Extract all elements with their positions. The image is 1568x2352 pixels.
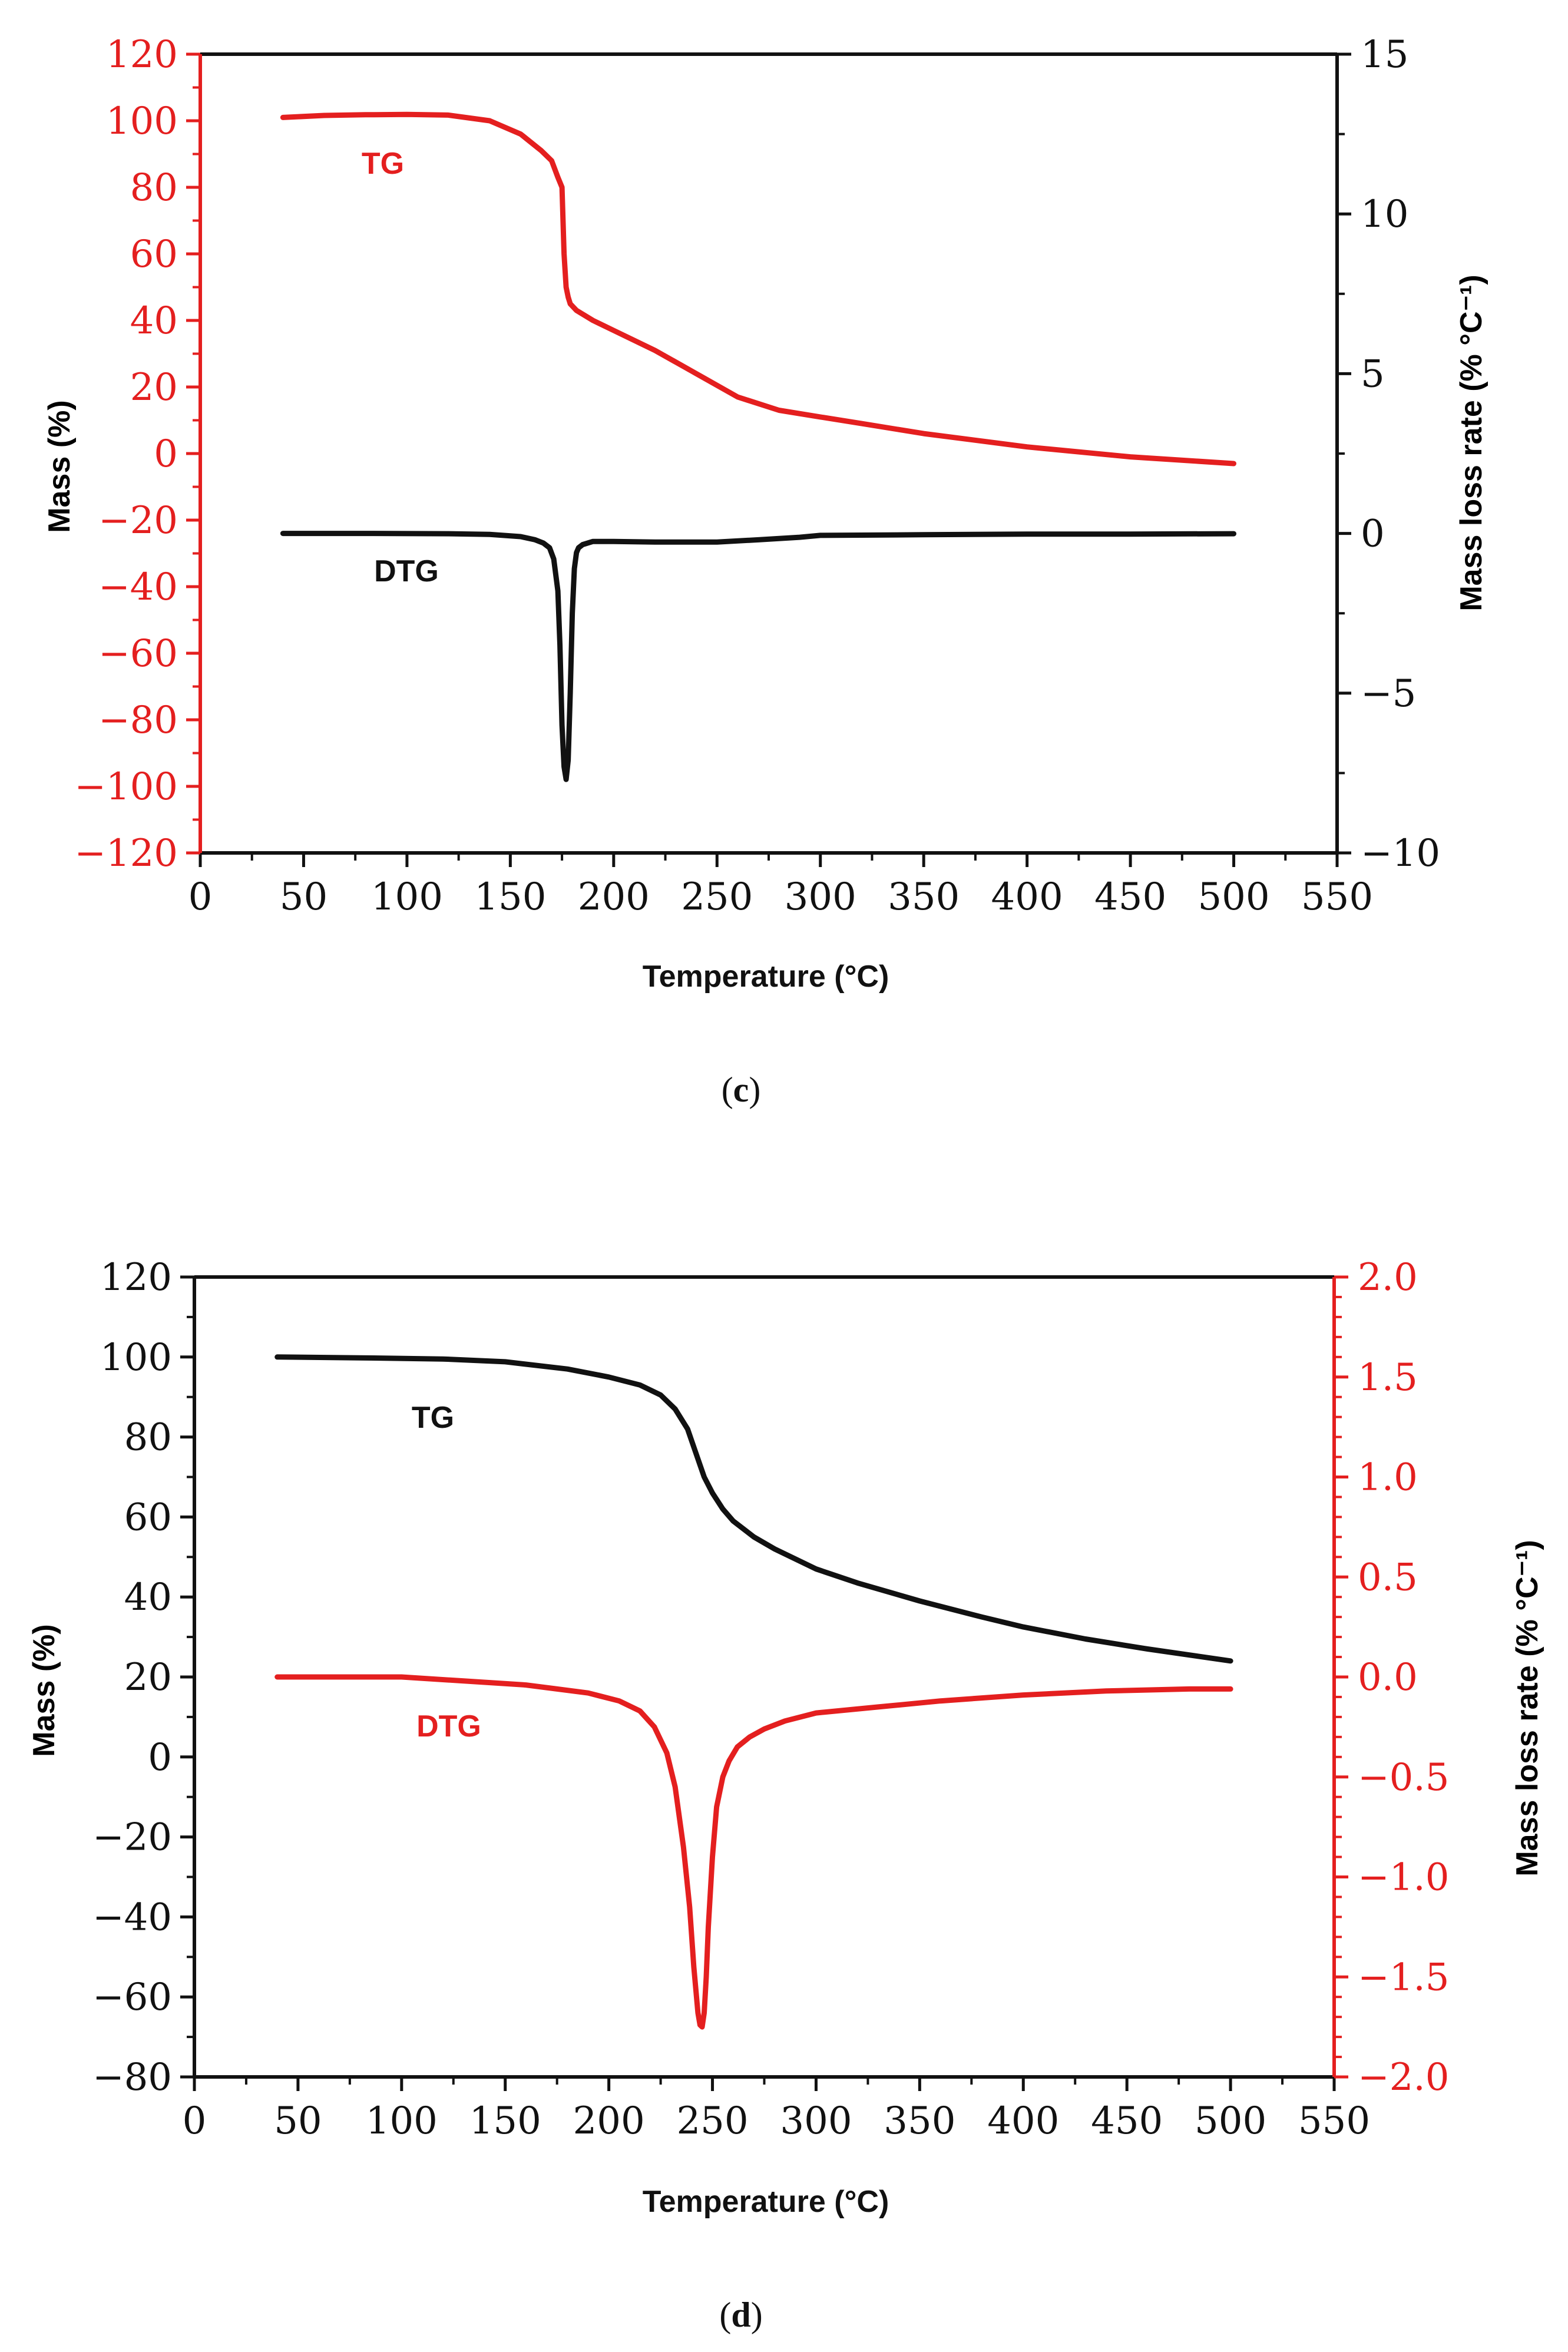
- chart-d-series-dtg-line: [274, 1674, 1233, 2030]
- chart-c-xtick-label: 300: [785, 875, 856, 919]
- chart-d-ytick-left-label: 20: [124, 1656, 172, 1699]
- chart-d-xlabel: Temperature (°C): [643, 2185, 889, 2219]
- chart-d-xtick-label: 500: [1195, 2099, 1266, 2143]
- chart-d-ytick-left-label: 0: [148, 1736, 172, 1779]
- chart-c-ytick-left-label: −40: [98, 565, 178, 609]
- chart-c-ytick-left-label: 0: [154, 432, 178, 476]
- chart-d-xtick-label: 200: [573, 2099, 645, 2143]
- chart-d-ytick-right-label: −1.0: [1358, 1856, 1449, 1900]
- chart-c-xlabel: Temperature (°C): [643, 960, 889, 994]
- chart-c-ytick-left-label: −120: [74, 832, 178, 875]
- chart-d-xtick-label: 50: [274, 2099, 322, 2143]
- chart-d-xtick-label: 450: [1091, 2099, 1163, 2143]
- chart-c-caption-letter: c: [733, 1070, 749, 1109]
- chart-d-ytick-left-label: −60: [92, 1976, 172, 2019]
- chart-c-ytick-left-label: −80: [98, 699, 178, 742]
- chart-c-ytick-left-label: 80: [130, 166, 178, 210]
- chart-c-ytick-right-label: 10: [1361, 193, 1408, 236]
- chart-c-ytick-right-label: 15: [1361, 33, 1408, 77]
- chart-c: 0 50 100 150 200 250 300 350 400 450 500 550−120−10…: [42, 33, 1488, 1109]
- chart-d-xtick-label: 0: [183, 2099, 207, 2143]
- chart-d-xtick-label: 300: [780, 2099, 852, 2143]
- chart-d-series-label-tg: TG: [412, 1401, 454, 1435]
- chart-d-ytick-right-label: 1.0: [1358, 1456, 1418, 1500]
- chart-d-xtick-label: 250: [676, 2099, 748, 2143]
- chart-d-ytick-right-label: −2.0: [1358, 2056, 1449, 2099]
- chart-d-xtick-label: 100: [366, 2099, 438, 2143]
- chart-c-xtick-label: 350: [888, 875, 960, 919]
- chart-d-ytick-left-label: 120: [100, 1256, 172, 1299]
- chart-d-xlabel-unit: (°C): [834, 2185, 889, 2219]
- chart-d-ytick-left-label: 80: [124, 1416, 172, 1460]
- chart-d-ylabel-left: Mass (%): [27, 1624, 61, 1756]
- chart-d-ytick-right-label: 0.5: [1358, 1556, 1418, 1599]
- chart-c-series-dtg-line: [280, 531, 1236, 782]
- chart-c-xtick-label: 150: [474, 875, 546, 919]
- chart-c-xtick-label: 250: [681, 875, 753, 919]
- chart-c-xtick-label: 100: [371, 875, 443, 919]
- chart-d-ytick-left-label: 60: [124, 1496, 172, 1539]
- chart-c-ytick-left-label: 100: [106, 100, 178, 143]
- chart-d-ytick-right-label: −1.5: [1358, 1956, 1449, 1999]
- chart-c-xtick-label: 400: [991, 875, 1063, 919]
- chart-d: 0 50 100 150 200 250 300 350 400 450 500 550−80−60−…: [27, 1256, 1544, 2334]
- chart-d-ytick-left-label: 100: [100, 1336, 172, 1380]
- chart-c-series-label-tg: TG: [362, 147, 404, 181]
- chart-c-xlabel-unit: (°C): [834, 960, 889, 994]
- chart-d-series-tg-line: [274, 1354, 1233, 1664]
- chart-d-xtick-label: 400: [987, 2099, 1059, 2143]
- chart-d-xlabel-text: Temperature: [643, 2185, 826, 2219]
- chart-d-ytick-left-label: 40: [124, 1576, 172, 1619]
- chart-d-xtick-label: 550: [1298, 2099, 1370, 2143]
- chart-c-xtick-label: 200: [578, 875, 650, 919]
- chart-d-ytick-left-label: −40: [92, 1896, 172, 1939]
- chart-c-plot-area: 0 50 100 150 200 250 300 350 400 450 500 550−120−10…: [74, 33, 1440, 919]
- chart-d-ytick-right-label: −0.5: [1358, 1756, 1449, 1799]
- chart-d-ylabel-right: Mass loss rate (% °C⁻¹): [1510, 1540, 1544, 1876]
- chart-c-series-label-dtg: DTG: [374, 554, 439, 588]
- chart-c-ylabel-left: Mass (%): [42, 400, 77, 532]
- chart-d-ytick-right-label: 1.5: [1358, 1356, 1418, 1400]
- chart-d-xtick-label: 150: [469, 2099, 541, 2143]
- chart-d-caption-letter: d: [731, 2295, 750, 2334]
- chart-c-ytick-right-label: −5: [1361, 672, 1416, 716]
- chart-d-ytick-left-label: −20: [92, 1816, 172, 1860]
- chart-c-xtick-label: 50: [280, 875, 328, 919]
- chart-d-plot-area: 0 50 100 150 200 250 300 350 400 450 500 550−80−60−…: [92, 1256, 1449, 2143]
- chart-c-ytick-left-label: 40: [130, 299, 178, 343]
- chart-d-ytick-right-label: 2.0: [1358, 1256, 1418, 1299]
- chart-d-ytick-left-label: −80: [92, 2056, 172, 2099]
- chart-c-caption: (c): [722, 1070, 761, 1109]
- chart-d-xtick-label: 350: [884, 2099, 955, 2143]
- chart-c-ylabel-right: Mass loss rate (% °C⁻¹): [1454, 274, 1488, 611]
- chart-c-xtick-label: 550: [1301, 875, 1373, 919]
- chart-c-ytick-left-label: −60: [98, 632, 178, 676]
- chart-c-ytick-left-label: −100: [74, 765, 178, 809]
- chart-c-ytick-left-label: 60: [130, 233, 178, 276]
- chart-d-series-label-dtg: DTG: [416, 1709, 481, 1744]
- chart-c-ytick-right-label: 5: [1361, 352, 1385, 396]
- chart-c-xtick-label: 450: [1094, 875, 1166, 919]
- chart-c-xtick-label: 0: [188, 875, 213, 919]
- chart-c-ytick-left-label: −20: [98, 499, 178, 542]
- chart-c-xlabel-text: Temperature: [643, 960, 826, 994]
- chart-c-series-tg-line: [280, 111, 1236, 467]
- chart-d-caption: (d): [719, 2295, 762, 2334]
- chart-d-ytick-right-label: 0.0: [1358, 1656, 1418, 1699]
- chart-c-ytick-left-label: 120: [106, 33, 178, 77]
- chart-c-ytick-right-label: 0: [1361, 512, 1385, 556]
- chart-c-ytick-right-label: −10: [1361, 832, 1440, 875]
- chart-c-xtick-label: 500: [1197, 875, 1269, 919]
- chart-c-ytick-left-label: 20: [130, 366, 178, 409]
